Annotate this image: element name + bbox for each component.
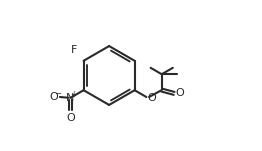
Text: O: O [175, 88, 184, 98]
Text: O: O [49, 92, 58, 102]
Text: +: + [70, 90, 77, 99]
Text: F: F [70, 45, 77, 55]
Text: N: N [66, 93, 75, 103]
Text: O: O [66, 113, 75, 123]
Text: O: O [147, 93, 156, 103]
Text: −: − [54, 89, 61, 98]
